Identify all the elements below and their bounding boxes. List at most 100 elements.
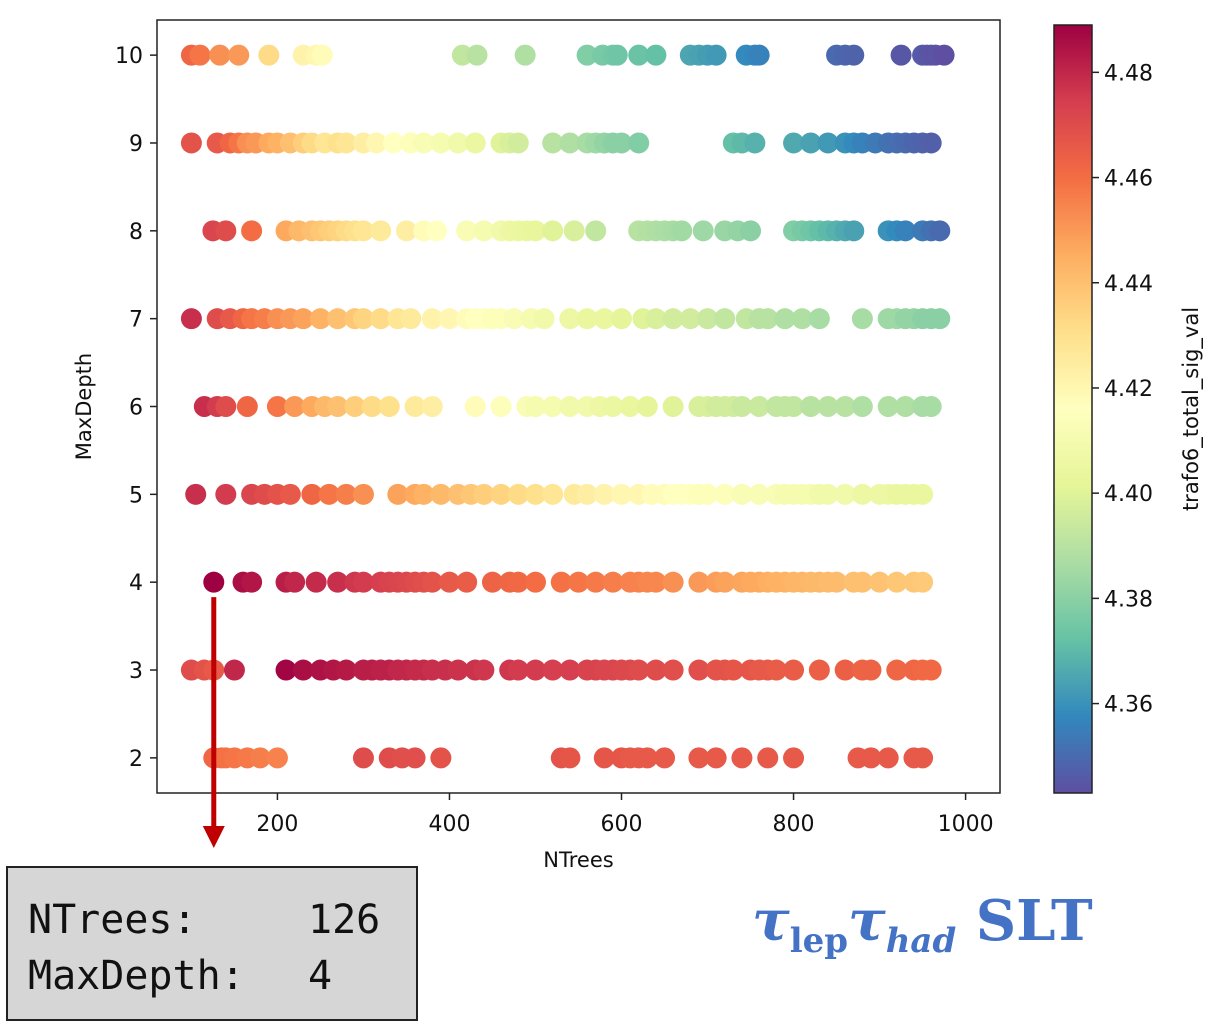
data-point <box>662 659 684 681</box>
data-point <box>430 483 452 505</box>
data-point <box>636 396 658 417</box>
data-point <box>542 659 564 681</box>
data-point <box>869 571 891 593</box>
data-point <box>800 132 822 154</box>
data-point <box>542 483 564 505</box>
y-tick-label: 8 <box>129 220 143 245</box>
data-point <box>688 571 710 593</box>
maxdepth-value: 4 <box>308 953 333 999</box>
data-point <box>413 483 435 505</box>
data-point <box>327 308 349 330</box>
data-point <box>877 396 899 417</box>
maxdepth-label: MaxDepth: <box>28 953 245 999</box>
data-point <box>808 308 830 330</box>
data-point <box>542 220 564 242</box>
data-point <box>826 571 848 593</box>
data-point <box>765 659 787 681</box>
data-point <box>203 571 225 593</box>
data-point <box>438 308 460 330</box>
data-point <box>783 659 805 681</box>
data-point <box>912 483 934 505</box>
data-point <box>279 483 301 505</box>
data-point <box>284 396 306 417</box>
lep-subscript: lep <box>789 921 849 961</box>
data-point <box>352 747 374 769</box>
data-point <box>920 396 942 417</box>
data-point <box>834 483 856 505</box>
data-point <box>507 571 529 593</box>
y-tick-label: 10 <box>115 44 143 69</box>
data-point <box>524 659 546 681</box>
had-subscript: had <box>885 921 957 961</box>
data-point <box>559 132 581 154</box>
data-point <box>731 396 753 417</box>
data-point <box>563 220 585 242</box>
data-point <box>886 571 908 593</box>
best-params-box: NTrees: 126 MaxDepth: 4 <box>6 866 418 1021</box>
data-point <box>421 396 443 417</box>
data-point <box>524 571 546 593</box>
data-point <box>920 659 942 681</box>
data-point <box>524 396 546 417</box>
data-point <box>185 483 207 505</box>
channel-label: τlepτhad SLT <box>752 888 1093 961</box>
data-point <box>215 396 237 417</box>
data-point <box>697 308 719 330</box>
data-point <box>791 308 813 330</box>
data-point <box>327 571 349 593</box>
data-point <box>370 220 392 242</box>
data-point <box>593 747 615 769</box>
data-point <box>834 396 856 417</box>
data-point <box>430 747 452 769</box>
colorbar-tick-label: 4.36 <box>1104 693 1153 718</box>
data-point <box>426 220 448 242</box>
data-point <box>507 659 529 681</box>
data-point <box>473 659 495 681</box>
data-point <box>628 44 650 66</box>
data-point <box>692 220 714 242</box>
colorbar-tick-label: 4.42 <box>1104 377 1153 402</box>
data-point <box>662 571 684 593</box>
data-point <box>817 396 839 417</box>
data-point <box>705 747 727 769</box>
data-point <box>628 659 650 681</box>
data-point <box>550 571 572 593</box>
data-point <box>783 747 805 769</box>
data-point <box>309 308 331 330</box>
data-point <box>404 396 426 417</box>
colorbar-tick-label: 4.44 <box>1104 272 1153 297</box>
ntrees-value: 126 <box>308 897 381 943</box>
x-axis: 200 400 600 800 1000 <box>256 793 994 837</box>
data-point <box>559 659 581 681</box>
y-tick-label: 3 <box>129 659 143 684</box>
data-point <box>209 44 231 66</box>
data-point <box>236 396 258 417</box>
data-point <box>611 132 633 154</box>
colorbar-tick-label: 4.40 <box>1104 482 1153 507</box>
data-point <box>292 308 314 330</box>
data-point <box>466 44 488 66</box>
data-point <box>783 132 805 154</box>
colorbar <box>1053 24 1093 794</box>
data-point <box>602 396 624 417</box>
data-point <box>447 132 469 154</box>
data-point <box>533 308 555 330</box>
data-point <box>335 483 357 505</box>
data-point <box>576 483 598 505</box>
data-point <box>404 747 426 769</box>
data-point <box>335 659 357 681</box>
data-point <box>894 220 916 242</box>
data-point <box>284 571 306 593</box>
data-point <box>929 308 951 330</box>
data-point <box>180 308 202 330</box>
data-point <box>318 483 340 505</box>
x-tick-label: 600 <box>601 812 643 837</box>
colorbar-title: trafo6_total_sig_val <box>1179 307 1204 511</box>
data-point <box>490 483 512 505</box>
data-point <box>524 483 546 505</box>
data-point <box>241 571 263 593</box>
data-point <box>576 308 598 330</box>
data-point <box>886 659 908 681</box>
data-point <box>400 308 422 330</box>
data-point <box>352 483 374 505</box>
